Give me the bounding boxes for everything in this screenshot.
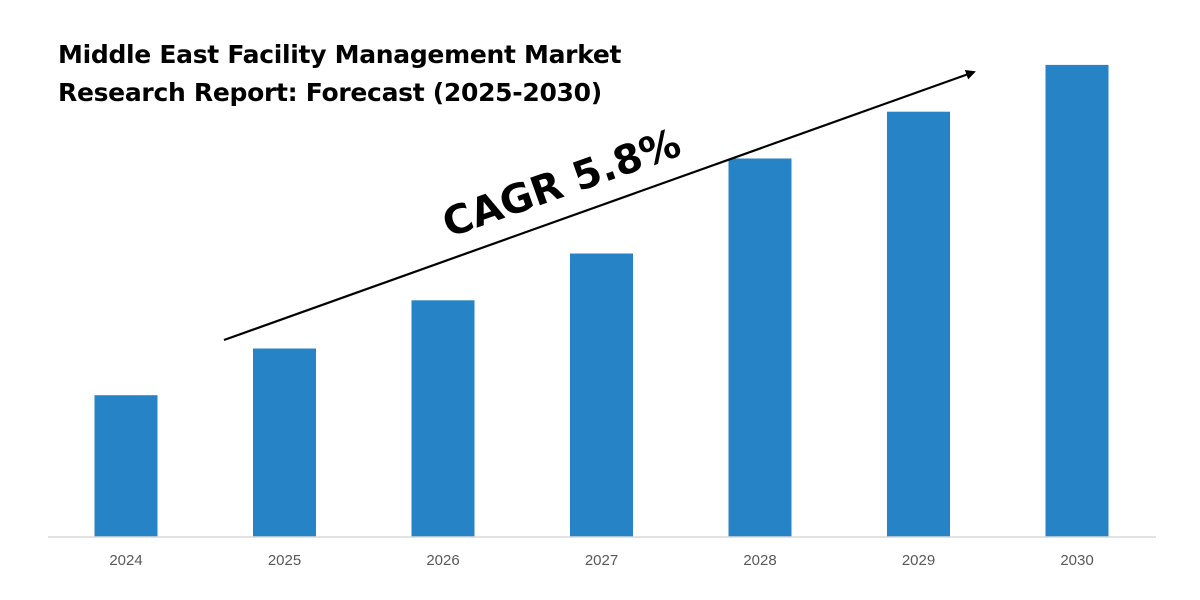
- chart-title-line-2: Research Report: Forecast (2025-2030): [58, 78, 602, 107]
- bar-2029: [887, 111, 950, 537]
- x-tick-labels: 2024 2025 2026 2027 2028 2029 2030: [109, 552, 1093, 569]
- x-tick-label-2029: 2029: [902, 552, 935, 569]
- bar-2030: [1045, 64, 1109, 538]
- x-tick-label-2026: 2026: [426, 552, 459, 569]
- chart-title-line-1: Middle East Facility Management Market: [58, 40, 622, 69]
- x-tick-label-2024: 2024: [109, 552, 142, 569]
- bar-2027: [570, 253, 633, 537]
- bar-2026: [411, 300, 475, 537]
- growth-arrow: [223, 69, 976, 342]
- x-tick-label-2025: 2025: [268, 552, 301, 569]
- bar-2028: [728, 158, 792, 537]
- bars-layer: [94, 64, 1109, 538]
- x-tick-label-2028: 2028: [743, 552, 776, 569]
- cagr-annotation: CAGR 5.8%: [437, 120, 687, 247]
- bar-2024: [94, 395, 158, 537]
- x-tick-label-2027: 2027: [585, 552, 618, 569]
- x-tick-label-2030: 2030: [1060, 552, 1093, 569]
- bar-2025: [253, 348, 316, 537]
- chart-title: Middle East Facility Management Market R…: [58, 36, 678, 112]
